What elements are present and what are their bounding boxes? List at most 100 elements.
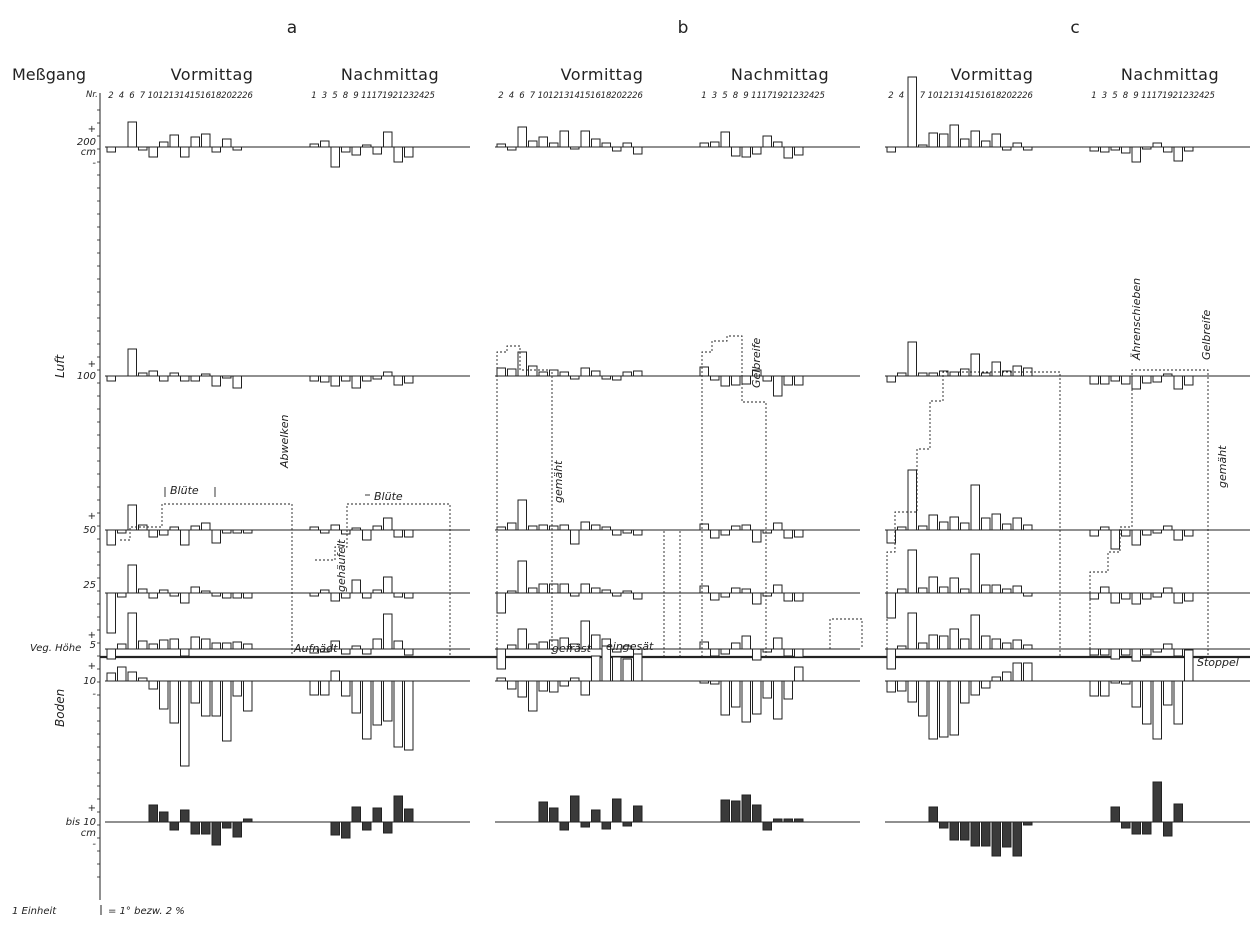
bar-b-5 — [507, 644, 517, 650]
bar-b-10 — [752, 680, 762, 715]
bar-a-5 — [372, 638, 382, 650]
bar-c-soil — [1152, 781, 1162, 823]
bar-b-100 — [622, 371, 632, 377]
group-letter-b: b — [678, 18, 689, 38]
bar-c-100 — [897, 372, 907, 377]
bar-c-25 — [1002, 588, 1012, 594]
bar-b-200 — [496, 143, 506, 148]
bar-a-5 — [330, 640, 340, 650]
bar-a-200 — [372, 146, 382, 155]
bar-a-100 — [201, 373, 211, 377]
bar-a-200 — [190, 136, 200, 148]
bar-b-soil — [580, 821, 590, 828]
level-label-5: 5 — [90, 640, 96, 651]
bar-c-soil — [1131, 821, 1141, 835]
annotation-c: Gelbreife — [1200, 309, 1213, 360]
bar-a-50 — [372, 525, 382, 531]
bar-b-25 — [580, 583, 590, 594]
bar-a-200 — [127, 121, 137, 148]
bar-b-100 — [773, 375, 783, 397]
bar-c-5 — [1152, 648, 1162, 653]
nr-label: Nr. — [86, 90, 98, 100]
bar-a-5 — [148, 643, 158, 650]
bar-c-100 — [1152, 375, 1162, 383]
level-label-5: + — [88, 630, 96, 641]
bar-c-100 — [1012, 365, 1022, 377]
bar-c-25 — [1163, 587, 1173, 594]
bar-b-10 — [591, 655, 601, 682]
bar-a-200 — [393, 146, 403, 163]
bar-b-10 — [731, 680, 741, 708]
bar-c-50 — [960, 522, 970, 531]
run-number: 20 — [221, 91, 232, 101]
bar-a-soil — [404, 808, 414, 823]
session-nachmittag-c: Nachmittag — [1121, 65, 1219, 84]
bar-a-10 — [190, 680, 200, 704]
bar-c-100 — [1089, 375, 1099, 385]
bar-c-200 — [1100, 146, 1110, 153]
run-number: 4 — [509, 91, 514, 101]
bar-b-10 — [601, 645, 611, 682]
bar-a-200 — [106, 146, 116, 153]
bar-a-100 — [180, 375, 190, 382]
bar-a-100 — [169, 372, 179, 377]
bar-b-25 — [528, 587, 538, 594]
bar-a-5 — [127, 612, 137, 650]
bar-a-200 — [159, 141, 169, 148]
session-vormittag-c: Vormittag — [951, 65, 1034, 84]
bar-c-soil — [928, 806, 938, 823]
bar-b-200 — [601, 142, 611, 148]
bar-a-25 — [383, 576, 393, 594]
level-label-200: + — [88, 124, 96, 135]
bar-b-25 — [752, 592, 762, 605]
run-number: 8 — [343, 91, 349, 101]
bar-b-soil — [762, 821, 772, 831]
bar-b-25 — [633, 592, 643, 600]
bar-b-10 — [720, 680, 730, 716]
bar-c-5 — [1002, 642, 1012, 650]
bar-a-10 — [127, 671, 137, 682]
bar-c-25 — [886, 592, 896, 619]
bar-b-50 — [741, 524, 751, 531]
annotation-b: eingesät — [606, 640, 654, 653]
run-number: 7 — [920, 91, 926, 101]
bar-a-25 — [320, 589, 330, 594]
level-label-200: 200 — [77, 137, 96, 148]
run-number: 14 — [569, 91, 580, 101]
bar-c-soil — [1023, 821, 1033, 826]
bar-a-100 — [372, 375, 382, 380]
level-label-200: cm — [81, 147, 96, 158]
bar-b-200 — [741, 146, 751, 158]
run-number: 24 — [414, 91, 425, 101]
bar-b-200 — [580, 130, 590, 148]
run-number: 15 — [580, 91, 591, 101]
bar-a-soil — [232, 821, 242, 838]
bar-a-100 — [211, 375, 221, 387]
veg-hoehe-label: Veg. Höhe — [30, 643, 81, 654]
level-label-10: + — [88, 661, 96, 672]
vegetation-height-curve — [886, 371, 1061, 657]
bar-b-10 — [633, 653, 643, 682]
vegetation-height-curve — [1089, 369, 1209, 657]
bar-b-10 — [762, 680, 772, 699]
bar-b-10 — [570, 677, 580, 682]
bar-b-50 — [783, 529, 793, 539]
bar-a-50 — [190, 525, 200, 531]
level-label-50: 50 — [83, 525, 96, 536]
bar-b-25 — [612, 592, 622, 597]
bar-b-100 — [699, 366, 709, 377]
bar-a-25 — [222, 592, 232, 599]
bar-a-50 — [404, 529, 414, 538]
bar-b-5 — [612, 648, 622, 653]
bar-b-soil — [741, 794, 751, 823]
bar-c-25 — [981, 584, 991, 594]
run-number: 1 — [311, 91, 316, 101]
bar-b-200 — [731, 146, 741, 157]
bar-b-50 — [580, 521, 590, 531]
run-number: 21 — [1173, 91, 1184, 101]
run-number: 17 — [1152, 91, 1163, 101]
bar-a-25 — [341, 592, 351, 599]
run-number: 4 — [119, 91, 124, 101]
vegetation-height-curve — [701, 335, 767, 657]
bar-a-5 — [190, 636, 200, 650]
